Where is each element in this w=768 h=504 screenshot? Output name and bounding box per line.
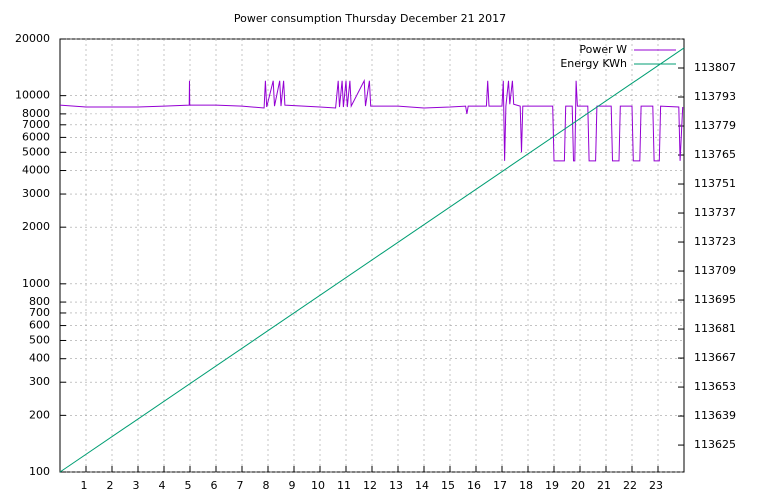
y2-tick-label: 113807 <box>694 61 736 74</box>
y-tick-label: 500 <box>29 333 50 346</box>
x-tick-label: 16 <box>467 479 481 492</box>
y-tick-label: 3000 <box>22 187 50 200</box>
y-tick-label: 300 <box>29 375 50 388</box>
x-tick-label: 9 <box>289 479 296 492</box>
y-tick-label: 200 <box>29 408 50 421</box>
y2-tick-label: 113765 <box>694 148 736 161</box>
y-tick-label: 6000 <box>22 130 50 143</box>
series-line <box>59 47 685 473</box>
series-line <box>59 78 684 162</box>
x-tick-label: 19 <box>545 479 559 492</box>
x-tick-label: 8 <box>263 479 270 492</box>
legend-label: Energy KWh <box>560 57 627 70</box>
x-tick-label: 3 <box>133 479 140 492</box>
y-tick-label: 2000 <box>22 220 50 233</box>
x-tick-label: 17 <box>493 479 507 492</box>
x-tick-label: 14 <box>415 479 429 492</box>
x-tick-label: 11 <box>337 479 351 492</box>
x-tick-label: 7 <box>237 479 244 492</box>
x-tick-label: 10 <box>311 479 325 492</box>
y-tick-label: 5000 <box>22 145 50 158</box>
y2-tick-label: 113653 <box>694 380 736 393</box>
x-tick-label: 1 <box>81 479 88 492</box>
y-tick-label: 600 <box>29 319 50 332</box>
y-tick-label: 4000 <box>22 164 50 177</box>
y-tick-label: 20000 <box>15 32 50 45</box>
x-tick-label: 13 <box>389 479 403 492</box>
y-tick-label: 700 <box>29 306 50 319</box>
y2-tick-label: 113695 <box>694 293 736 306</box>
x-tick-label: 4 <box>159 479 166 492</box>
y2-tick-label: 113709 <box>694 264 736 277</box>
y2-tick-label: 113639 <box>694 409 736 422</box>
legend-label: Power W <box>579 43 627 56</box>
y-tick-label: 800 <box>29 295 50 308</box>
x-tick-label: 2 <box>107 479 114 492</box>
x-tick-label: 6 <box>211 479 218 492</box>
x-tick-label: 20 <box>571 479 585 492</box>
x-tick-label: 22 <box>623 479 637 492</box>
y-tick-label: 7000 <box>22 118 50 131</box>
x-tick-label: 21 <box>597 479 611 492</box>
y-tick-label: 100 <box>29 465 50 478</box>
x-tick-label: 23 <box>649 479 663 492</box>
y2-tick-label: 113625 <box>694 438 736 451</box>
y2-tick-label: 113681 <box>694 322 736 335</box>
x-tick-label: 15 <box>441 479 455 492</box>
y2-tick-label: 113737 <box>694 206 736 219</box>
x-tick-label: 18 <box>519 479 533 492</box>
y-tick-label: 400 <box>29 352 50 365</box>
y2-tick-label: 113751 <box>694 177 736 190</box>
y2-tick-label: 113793 <box>694 90 736 103</box>
y-tick-label: 8000 <box>22 107 50 120</box>
x-tick-label: 12 <box>363 479 377 492</box>
y2-tick-label: 113779 <box>694 119 736 132</box>
x-tick-label: 5 <box>185 479 192 492</box>
y2-tick-label: 113667 <box>694 351 736 364</box>
chart-title: Power consumption Thursday December 21 2… <box>234 12 506 25</box>
y-tick-label: 10000 <box>15 89 50 102</box>
y2-tick-label: 113723 <box>694 235 736 248</box>
y-tick-label: 1000 <box>22 277 50 290</box>
